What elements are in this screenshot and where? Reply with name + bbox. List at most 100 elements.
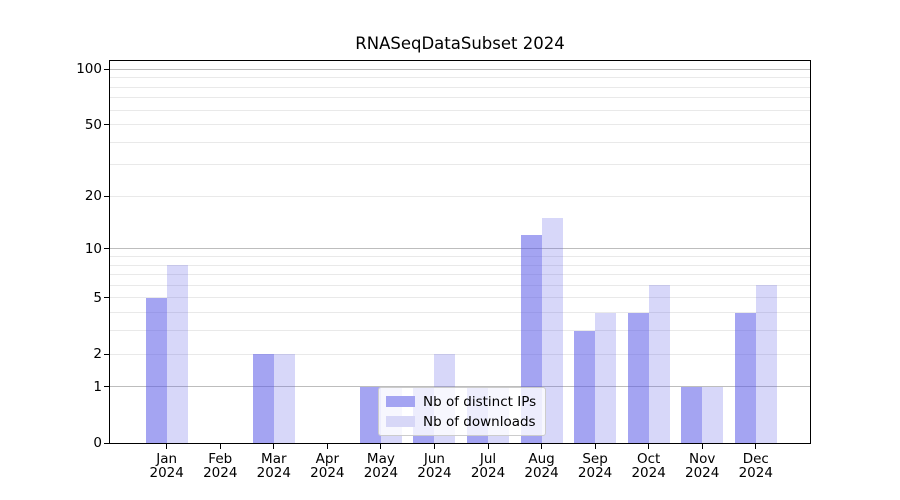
y-tick-label: 10 (84, 240, 102, 257)
x-tick-month: Dec (742, 451, 769, 467)
bar-downloads-sep (595, 312, 617, 443)
legend-swatch-distinct-ips (386, 396, 415, 407)
bar-downloads-dec (755, 285, 777, 443)
bar-distinct-ips-nov (681, 386, 703, 443)
x-tick-mark (166, 444, 168, 449)
y-tick-label: 1 (93, 378, 102, 395)
x-tick-label: Dec 2024 (724, 451, 788, 481)
bar-downloads-aug (541, 218, 563, 443)
x-tick-label: Feb 2024 (188, 451, 252, 481)
plot-area: Nb of distinct IPs Nb of downloads (110, 61, 810, 443)
gridline-minor (110, 195, 810, 197)
x-tick-year: 2024 (738, 464, 773, 481)
x-tick-label: Apr 2024 (295, 452, 359, 480)
chart-title: RNASeqDataSubset 2024 (355, 34, 565, 53)
legend-label-downloads: Nb of downloads (423, 413, 536, 430)
y-tick-label: 0 (93, 435, 102, 451)
y-tick-mark (104, 297, 109, 299)
bar-downloads-jan (166, 265, 188, 443)
x-tick-mark (701, 444, 703, 449)
legend-label-distinct-ips: Nb of distinct IPs (423, 393, 537, 410)
x-tick-mark (326, 444, 328, 449)
bar-distinct-ips-oct (627, 312, 649, 443)
x-tick-month: Jan (156, 451, 178, 467)
x-tick-month: Jul (479, 451, 497, 467)
x-tick-month: May (366, 451, 395, 467)
y-tick-mark (104, 353, 109, 355)
x-tick-label: Jul 2024 (456, 451, 520, 481)
x-tick-mark (755, 444, 757, 449)
x-tick-month: Jun (423, 451, 445, 467)
x-tick-mark (433, 444, 435, 449)
x-tick-month: Feb (208, 451, 233, 467)
x-tick-year: 2024 (203, 464, 238, 481)
y-tick-label: 5 (93, 289, 102, 306)
bar-distinct-ips-may (359, 386, 381, 443)
y-tick-label: 100 (76, 61, 102, 78)
x-tick-mark (648, 444, 650, 449)
x-tick-year: 2024 (577, 464, 613, 481)
bar-downloads-mar (273, 354, 295, 443)
gridline-major (110, 68, 810, 70)
gridline-minor (110, 274, 810, 276)
gridline-minor (110, 97, 810, 99)
x-tick-year: 2024 (524, 464, 559, 481)
x-tick-year: 2024 (149, 464, 184, 481)
gridline-minor (110, 124, 810, 126)
gridline-minor (110, 312, 810, 314)
x-tick-year: 2024 (470, 464, 506, 481)
legend: Nb of distinct IPs Nb of downloads (378, 387, 547, 436)
gridline-minor (110, 353, 810, 355)
y-tick-mark (104, 248, 109, 250)
x-tick-mark (594, 444, 596, 449)
x-tick-year: 2024 (256, 464, 291, 481)
x-tick-mark (219, 444, 221, 449)
x-tick-month: Nov (689, 451, 716, 467)
x-tick-month: Oct (636, 451, 661, 467)
bars-layer (110, 61, 810, 443)
x-tick-mark (273, 444, 275, 449)
gridline-minor (110, 141, 810, 143)
bar-distinct-ips-jan (145, 297, 167, 443)
gridline-minor (110, 297, 810, 299)
x-tick-mark (487, 444, 489, 449)
x-tick-mark (380, 444, 382, 449)
y-tick-label: 20 (84, 188, 102, 205)
bar-downloads-oct (648, 285, 670, 443)
gridline-minor (110, 264, 810, 266)
legend-swatch-downloads (386, 416, 415, 427)
bar-distinct-ips-sep (574, 330, 596, 443)
x-tick-mark (541, 444, 543, 449)
x-tick-month: Aug (528, 451, 555, 467)
bar-distinct-ips-mar (252, 354, 274, 443)
x-tick-label: Jun 2024 (402, 451, 466, 481)
legend-item-distinct-ips: Nb of distinct IPs (386, 392, 536, 411)
x-tick-month: Mar (261, 451, 287, 467)
x-tick-year: 2024 (685, 464, 720, 481)
x-tick-label: Nov 2024 (670, 451, 734, 481)
y-tick-mark (104, 195, 109, 197)
x-tick-year: 2024 (417, 464, 452, 481)
plot-border (109, 60, 811, 444)
y-tick-label: 50 (84, 116, 102, 133)
x-tick-label: Sep 2024 (563, 452, 627, 481)
gridlines-layer (110, 61, 810, 443)
bar-distinct-ips-dec (734, 312, 756, 443)
x-tick-label: Jan 2024 (135, 451, 199, 481)
y-tick-mark (104, 68, 109, 70)
y-tick-mark (104, 386, 109, 388)
gridline-minor (110, 164, 810, 166)
gridline-minor (110, 109, 810, 111)
gridline-minor (110, 77, 810, 79)
x-tick-year: 2024 (363, 464, 399, 481)
gridline-minor (110, 284, 810, 286)
x-tick-label: May 2024 (349, 451, 413, 481)
gridline-minor (110, 330, 810, 332)
x-tick-year: 2024 (631, 464, 666, 481)
gridline-minor (110, 256, 810, 258)
bar-downloads-nov (702, 386, 724, 443)
x-tick-label: Aug 2024 (510, 451, 574, 481)
x-tick-label: Oct 2024 (617, 451, 681, 481)
y-tick-label: 2 (93, 346, 102, 363)
y-tick-mark (104, 124, 109, 126)
